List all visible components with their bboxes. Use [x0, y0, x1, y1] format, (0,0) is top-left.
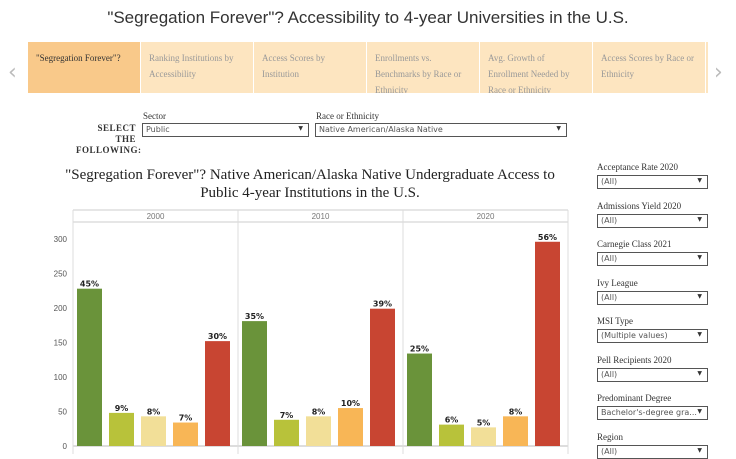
race-dropdown[interactable]: Native American/Alaska Native ▼ [315, 123, 567, 137]
tab-avg-growth[interactable]: Avg. Growth of Enrollment Needed by Race… [480, 42, 592, 93]
bar-data-label: 9% [115, 404, 129, 413]
filter-value: (Multiple values) [601, 331, 668, 340]
bar [242, 321, 267, 446]
filter-value: (All) [601, 177, 618, 186]
y-tick-label: 300 [54, 235, 68, 244]
y-tick-label: 100 [54, 373, 68, 382]
filter-dropdown[interactable]: Bachelor's-degree gra... ▼ [597, 406, 708, 420]
bar [274, 419, 299, 446]
bar-data-label: 6% [445, 416, 459, 425]
tab-more[interactable] [706, 42, 708, 93]
race-value: Native American/Alaska Native [319, 125, 443, 134]
bar-data-label: 30% [208, 332, 227, 341]
filter-value: Bachelor's-degree gra... [601, 408, 697, 417]
bar [205, 341, 230, 446]
bar [471, 427, 496, 446]
tab-enrollments-benchmarks[interactable]: Enrollments vs. Benchmarks by Race or Et… [367, 42, 479, 93]
bar-data-label: 10% [341, 399, 360, 408]
chevron-down-icon: ▼ [697, 408, 702, 415]
bar [141, 416, 166, 446]
y-tick-label: 0 [63, 442, 68, 451]
page-title: "Segregation Forever"? Accessibility to … [107, 8, 629, 27]
filter-value: (All) [601, 369, 618, 379]
sector-dropdown[interactable]: Public ▼ [142, 123, 309, 137]
prev-tab-button[interactable]: ‹ [8, 60, 17, 85]
filter-dropdown[interactable]: (All) ▼ [597, 290, 708, 305]
chevron-down-icon: ▼ [697, 446, 702, 454]
filter-label: MSI Type [597, 316, 633, 326]
filter-value: (All) [601, 292, 618, 302]
panel-label: 2020 [477, 212, 495, 221]
filter-label: Region [597, 431, 623, 442]
filter-value: (All) [601, 446, 618, 456]
next-tab-button[interactable]: › [714, 60, 723, 85]
bar [535, 241, 560, 446]
chevron-down-icon: ▼ [556, 125, 561, 132]
bar-data-label: 5% [477, 418, 491, 427]
tab-ranking-institutions[interactable]: Ranking Institutions by Accessibility [141, 42, 253, 93]
chevron-down-icon: ▼ [697, 369, 702, 377]
y-tick-label: 200 [54, 304, 68, 313]
panel-label: 2010 [312, 212, 330, 221]
y-tick-label: 50 [58, 408, 67, 417]
bar [173, 422, 198, 446]
bar [338, 408, 363, 446]
bar-data-label: 25% [410, 345, 429, 354]
bar-data-label: 45% [80, 280, 99, 289]
panel-label: 2000 [147, 212, 165, 221]
bar-data-label: 56% [538, 233, 557, 242]
bar [439, 424, 464, 446]
chevron-down-icon: ▼ [697, 331, 702, 338]
filter-label: Admissions Yield 2020 [597, 200, 682, 211]
chevron-down-icon: ▼ [697, 177, 702, 184]
filter-value: (All) [601, 254, 618, 263]
filter-label: Pell Recipients 2020 [597, 354, 672, 365]
race-label: Race or Ethnicity [316, 111, 379, 121]
bar [503, 416, 528, 446]
filter-label: Ivy League [597, 277, 638, 288]
filter-dropdown[interactable]: (All) ▼ [597, 444, 708, 459]
sector-value: Public [146, 125, 170, 134]
chevron-down-icon: ▼ [697, 215, 702, 223]
bar-data-label: 35% [245, 312, 264, 321]
bar-data-label: 8% [312, 407, 326, 416]
filter-dropdown[interactable]: (All) ▼ [597, 213, 708, 228]
filter-label: Predominant Degree [597, 393, 672, 403]
tab-segregation-forever[interactable]: "Segregation Forever"? [28, 42, 140, 93]
bar-data-label: 7% [179, 414, 193, 423]
bar-data-label: 39% [373, 300, 392, 309]
y-tick-label: 150 [54, 339, 68, 348]
tab-access-scores-race[interactable]: Access Scores by Race or Ethnicity [593, 42, 705, 93]
filter-dropdown[interactable]: (All) ▼ [597, 367, 708, 382]
chart-title: "Segregation Forever"? Native American/A… [65, 167, 555, 201]
y-tick-label: 250 [54, 270, 68, 279]
bar [370, 308, 395, 446]
bar [109, 412, 134, 446]
bar-chart: 0 50 100 150 200 250 300 2000 45% 9% 8% 7% 30% 2010 35… [54, 209, 569, 454]
bar-data-label: 7% [280, 411, 294, 420]
chevron-down-icon: ▼ [697, 254, 702, 261]
chevron-down-icon: ▼ [697, 292, 702, 300]
bar [306, 416, 331, 446]
bar [77, 288, 102, 446]
sector-label: Sector [143, 111, 166, 121]
select-instruction: SELECT THE FOLLOWING: [76, 123, 142, 155]
bar [407, 353, 432, 446]
chevron-down-icon: ▼ [298, 125, 303, 132]
filter-dropdown[interactable]: (All) ▼ [597, 252, 708, 266]
story-tabs: "Segregation Forever"? Ranking Instituti… [28, 42, 708, 93]
tab-access-scores-institution[interactable]: Access Scores by Institution [254, 42, 366, 93]
filter-dropdown[interactable]: (Multiple values) ▼ [597, 329, 708, 343]
filter-dropdown[interactable]: (All) ▼ [597, 175, 708, 189]
filter-label: Carnegie Class 2021 [597, 239, 672, 249]
bar-data-label: 8% [509, 407, 523, 416]
filter-label: Acceptance Rate 2020 [597, 162, 678, 172]
filter-value: (All) [601, 215, 618, 225]
bar-data-label: 8% [147, 407, 161, 416]
